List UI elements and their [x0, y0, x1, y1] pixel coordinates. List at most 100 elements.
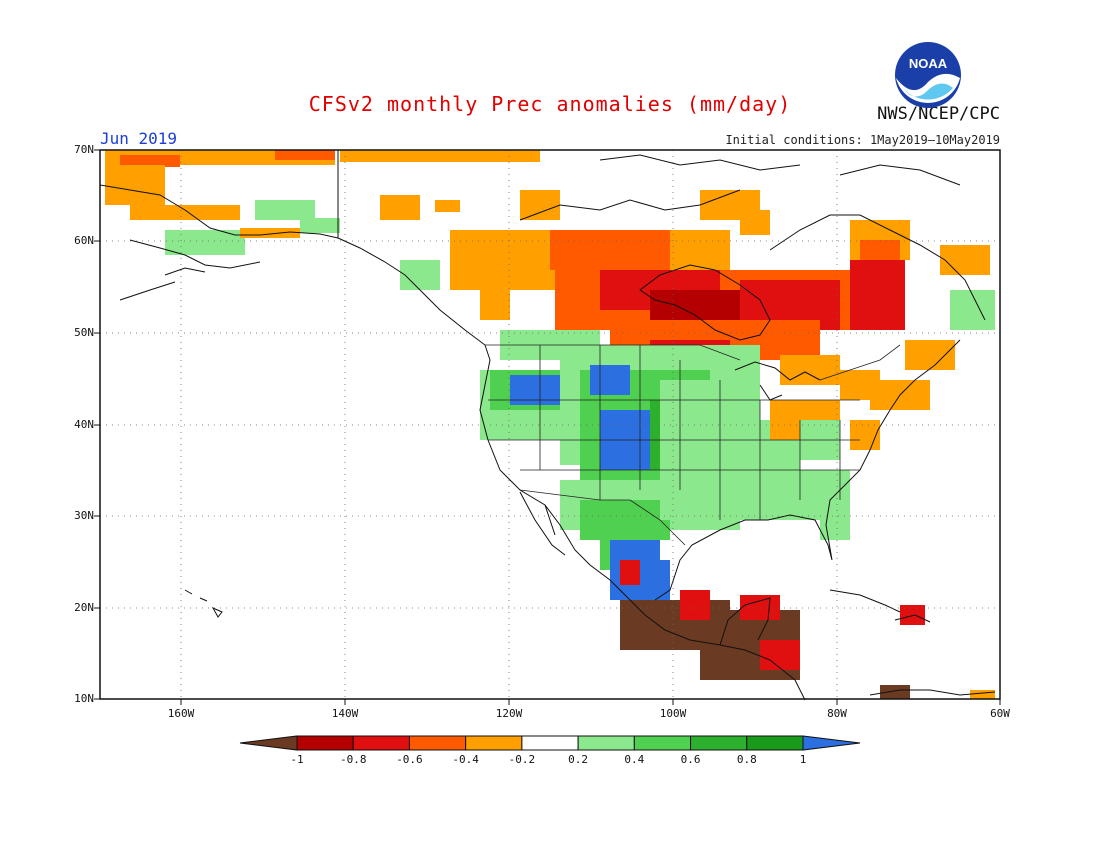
anomaly-cell [900, 300, 905, 310]
anomaly-cell [820, 320, 830, 330]
anomaly-cell [860, 420, 870, 430]
anomaly-cell [900, 310, 905, 320]
anomaly-cell [550, 260, 560, 270]
anomaly-cell [700, 260, 710, 270]
anomaly-cell [235, 240, 245, 250]
anomaly-cell [690, 380, 700, 390]
anomaly-cell [770, 310, 780, 320]
anomaly-cell [720, 620, 730, 630]
anomaly-cell [640, 355, 650, 365]
anomaly-cell [800, 320, 810, 330]
anomaly-cell [580, 345, 590, 355]
anomaly-cell [960, 255, 970, 265]
anomaly-cell [720, 365, 730, 375]
anomaly-cell [500, 250, 510, 260]
colorbar-segment [465, 735, 523, 751]
anomaly-cell [780, 410, 790, 420]
anomaly-cell [550, 250, 560, 260]
anomaly-cell [570, 425, 580, 435]
anomaly-cell [840, 470, 850, 480]
anomaly-cell [620, 420, 630, 430]
anomaly-cell [490, 410, 500, 420]
anomaly-cell [150, 155, 160, 165]
anomaly-cell [720, 310, 730, 320]
lon-label-80w: 80W [827, 707, 847, 720]
anomaly-cell [830, 365, 840, 375]
anomaly-cell [540, 250, 550, 260]
anomaly-cell [585, 270, 595, 280]
anomaly-cell [830, 355, 840, 365]
anomaly-cell [305, 160, 315, 165]
anomaly-cell [680, 380, 690, 390]
lat-label-40n: 40N [74, 418, 94, 431]
anomaly-cell [410, 150, 420, 160]
anomaly-cell [105, 175, 115, 185]
anomaly-cell [690, 610, 700, 620]
anomaly-cell [920, 390, 930, 400]
anomaly-cell [225, 230, 235, 240]
anomaly-cell [750, 380, 760, 390]
anomaly-cell [640, 280, 650, 290]
anomaly-cell [740, 390, 750, 400]
anomaly-cell [570, 500, 580, 510]
anomaly-cell [750, 290, 760, 300]
anomaly-cell [830, 440, 840, 450]
anomaly-cell [500, 430, 510, 440]
anomaly-cell [420, 270, 430, 280]
anomaly-cell [550, 410, 560, 420]
anomaly-cell [700, 620, 710, 630]
anomaly-cell [690, 500, 700, 510]
anomaly-cell [660, 250, 670, 260]
anomaly-cell [710, 300, 720, 310]
anomaly-cell [155, 175, 165, 185]
anomaly-cell [780, 670, 790, 680]
anomaly-cell [750, 450, 760, 460]
anomaly-cell [880, 685, 890, 695]
anomaly-cell [680, 290, 690, 300]
anomaly-cell [565, 320, 575, 330]
anomaly-cell [780, 375, 790, 385]
anomaly-cell [710, 400, 720, 410]
anomaly-cell [750, 310, 760, 320]
anomaly-cell [660, 570, 670, 580]
anomaly-cell [640, 630, 650, 640]
anomaly-cell [970, 255, 980, 265]
anomaly-cell [905, 340, 915, 350]
anomaly-cell [285, 200, 295, 210]
anomaly-cell [315, 160, 325, 165]
anomaly-cell [760, 340, 770, 350]
anomaly-cell [990, 310, 995, 320]
anomaly-cell [720, 380, 730, 390]
anomaly-cell [770, 595, 780, 605]
anomaly-cell [300, 228, 310, 233]
anomaly-cell [810, 410, 820, 420]
anomaly-cell [690, 520, 700, 530]
anomaly-cell [550, 375, 560, 385]
anomaly-cell [690, 490, 700, 500]
anomaly-cell [730, 610, 740, 620]
anomaly-cell [860, 320, 870, 330]
anomaly-cell [195, 250, 205, 255]
anomaly-cell [650, 355, 660, 365]
anomaly-cell [530, 210, 540, 220]
anomaly-cell [660, 530, 670, 540]
anomaly-cell [480, 290, 490, 300]
anomaly-cell [420, 150, 430, 160]
anomaly-cell [730, 290, 740, 300]
anomaly-cell [680, 460, 690, 470]
anomaly-cell [710, 345, 720, 355]
anomaly-cell [640, 460, 650, 470]
anomaly-cell [450, 230, 460, 240]
anomaly-cell [255, 150, 265, 160]
anomaly-cell [890, 250, 900, 260]
anomaly-cell [810, 470, 820, 480]
anomaly-cell [590, 410, 600, 420]
anomaly-cell [660, 310, 670, 320]
anomaly-cell [750, 500, 760, 510]
anomaly-cell [490, 430, 500, 440]
anomaly-cell [710, 410, 720, 420]
anomaly-cell [820, 530, 830, 540]
anomaly-cell [830, 520, 840, 530]
anomaly-cell [800, 310, 810, 320]
anomaly-cell [760, 510, 770, 520]
